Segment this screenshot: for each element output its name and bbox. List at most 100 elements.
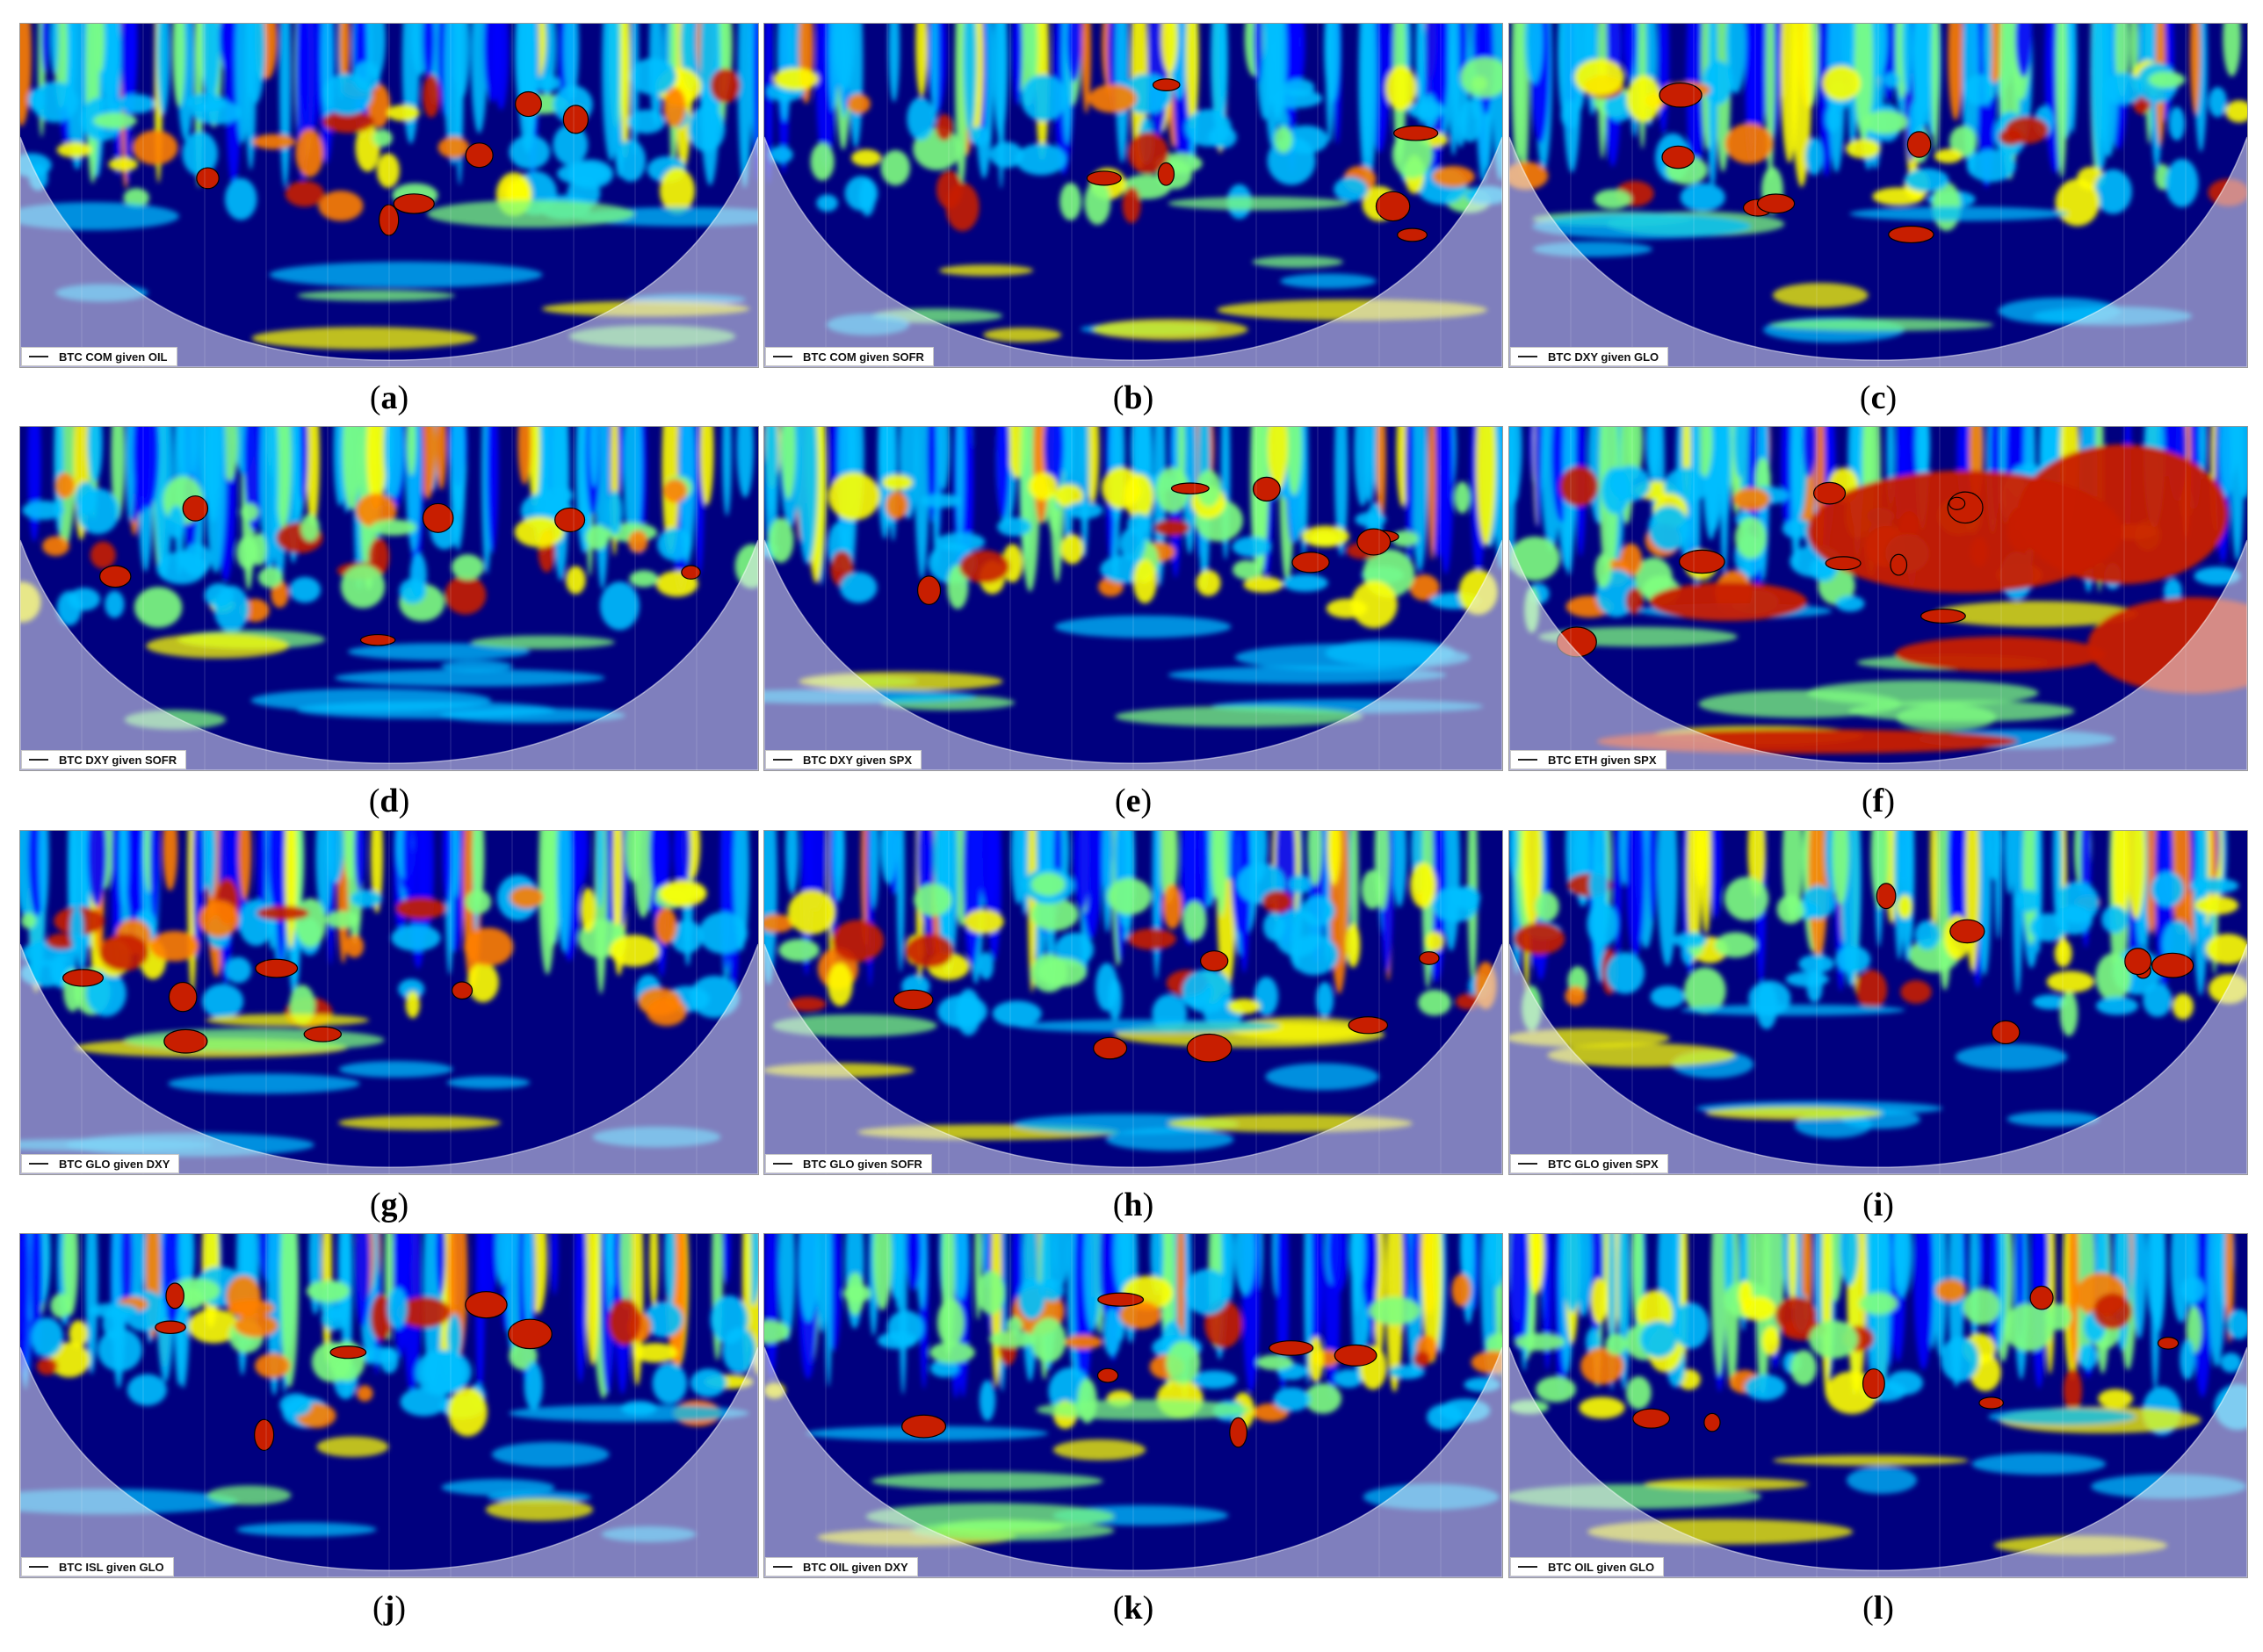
heatmap-blob — [1280, 273, 1377, 289]
heatmap-blob — [816, 194, 838, 213]
heatmap-blob — [810, 142, 835, 181]
heatmap-blob — [406, 427, 416, 476]
heatmap-blob — [1166, 1340, 1200, 1385]
heatmap-blob — [1825, 105, 1840, 133]
heatmap-blob — [62, 1234, 79, 1317]
wavelet-panel-l: BTC OIL given GLO — [1508, 1233, 2248, 1578]
heatmap-blob — [1623, 24, 1637, 79]
heatmap-blob — [1821, 65, 1862, 101]
heatmap-blob — [1389, 1364, 1426, 1380]
heatmap-field — [20, 24, 758, 350]
heatmap-blob — [1448, 24, 1460, 155]
heatmap-blob — [126, 427, 134, 523]
heatmap-blob — [1648, 831, 1657, 922]
heatmap-blob — [1054, 484, 1084, 508]
heatmap-blob — [423, 74, 440, 118]
heatmap-blob — [1605, 1333, 1627, 1355]
legend-label: BTC COM given OIL — [59, 350, 168, 364]
heatmap-blob — [1415, 24, 1426, 126]
heatmap-blob — [1432, 165, 1475, 188]
panel-caption-d: (d) — [368, 783, 410, 819]
heatmap-blob — [2006, 1111, 2100, 1127]
heatmap-blob — [979, 1380, 996, 1421]
heatmap-blob — [442, 831, 452, 903]
heatmap-blob — [2063, 1368, 2083, 1413]
heatmap-blob — [1185, 24, 1199, 130]
heatmap-blob — [344, 934, 365, 958]
heatmap-blob — [2068, 1234, 2079, 1367]
significance-contour — [1825, 556, 1862, 571]
heatmap-blob — [395, 898, 447, 920]
heatmap-blob — [2180, 1276, 2206, 1303]
heatmap-blob — [252, 133, 296, 150]
heatmap-blob — [877, 1331, 918, 1350]
significance-contour — [254, 1418, 275, 1452]
heatmap-blob — [2198, 427, 2208, 480]
heatmap-blob — [1392, 831, 1407, 907]
heatmap-blob — [1254, 24, 1263, 83]
heatmap-blob — [556, 831, 572, 953]
wavelet-panel-b: BTC COM given SOFR — [763, 23, 1503, 368]
heatmap-blob — [1254, 977, 1279, 1016]
heatmap-blob — [1451, 1273, 1471, 1307]
heatmap-blob — [1594, 189, 1632, 210]
heatmap-blob — [2059, 990, 2079, 1036]
heatmap-blob — [2095, 953, 2131, 1001]
heatmap-blob — [403, 831, 413, 907]
heatmap-field — [764, 427, 1502, 727]
heatmap-blob — [2102, 72, 2144, 105]
heatmap-blob — [2226, 1309, 2247, 1340]
heatmap-blob — [1154, 519, 1190, 537]
heatmap-blob — [888, 24, 900, 103]
heatmap-blob — [764, 1320, 790, 1344]
significance-contour — [1086, 170, 1122, 186]
heatmap-blob — [1532, 213, 1752, 239]
heatmap-blob — [1307, 831, 1322, 886]
heatmap-blob — [798, 1234, 820, 1323]
heatmap-blob — [871, 1472, 1103, 1490]
heatmap-blob — [1418, 989, 1451, 1016]
heatmap-blob — [833, 831, 845, 902]
heatmap-blob — [585, 524, 610, 550]
heatmap-blob — [1514, 922, 1565, 956]
heatmap-blob — [1672, 932, 1707, 949]
heatmap-blob — [487, 427, 499, 554]
heatmap-blob — [1625, 1375, 1652, 1410]
heatmap-blob — [297, 290, 456, 301]
panel-legend: BTC COM given OIL — [21, 347, 177, 366]
heatmap-blob — [1053, 1234, 1069, 1287]
heatmap-blob — [306, 1280, 351, 1302]
heatmap-j — [20, 1234, 758, 1577]
heatmap-blob — [76, 488, 120, 535]
heatmap-blob — [351, 890, 383, 908]
heatmap-blob — [48, 1342, 90, 1378]
heatmap-blob — [322, 111, 375, 133]
heatmap-blob — [1705, 1106, 1883, 1121]
significance-contour — [1756, 193, 1796, 214]
heatmap-blob — [1070, 427, 1084, 493]
heatmap-blob — [1565, 985, 1587, 1006]
heatmap-blob — [1334, 1369, 1363, 1389]
panel-legend: BTC OIL given DXY — [765, 1557, 918, 1576]
heatmap-blob — [870, 831, 879, 909]
heatmap-blob — [630, 58, 676, 95]
heatmap-blob — [435, 1234, 446, 1297]
heatmap-blob — [1931, 24, 1940, 152]
heatmap-blob — [149, 831, 160, 926]
heatmap-blob — [989, 141, 1023, 169]
heatmap-blob — [1182, 901, 1207, 941]
heatmap-blob — [360, 1346, 398, 1364]
heatmap-blob — [2189, 877, 2239, 894]
heatmap-blob — [688, 105, 726, 153]
heatmap-blob — [146, 633, 290, 659]
significance-contour — [465, 142, 494, 169]
heatmap-blob — [2132, 1234, 2147, 1339]
heatmap-blob — [1832, 831, 1849, 905]
panel-legend: BTC ISL given GLO — [21, 1557, 174, 1576]
heatmap-f — [1509, 427, 2247, 770]
heatmap-blob — [574, 1234, 587, 1383]
heatmap-blob — [722, 1327, 756, 1374]
heatmap-blob — [664, 1234, 676, 1309]
heatmap-blob — [1083, 1234, 1102, 1331]
legend-label: BTC GLO given DXY — [59, 1157, 170, 1171]
